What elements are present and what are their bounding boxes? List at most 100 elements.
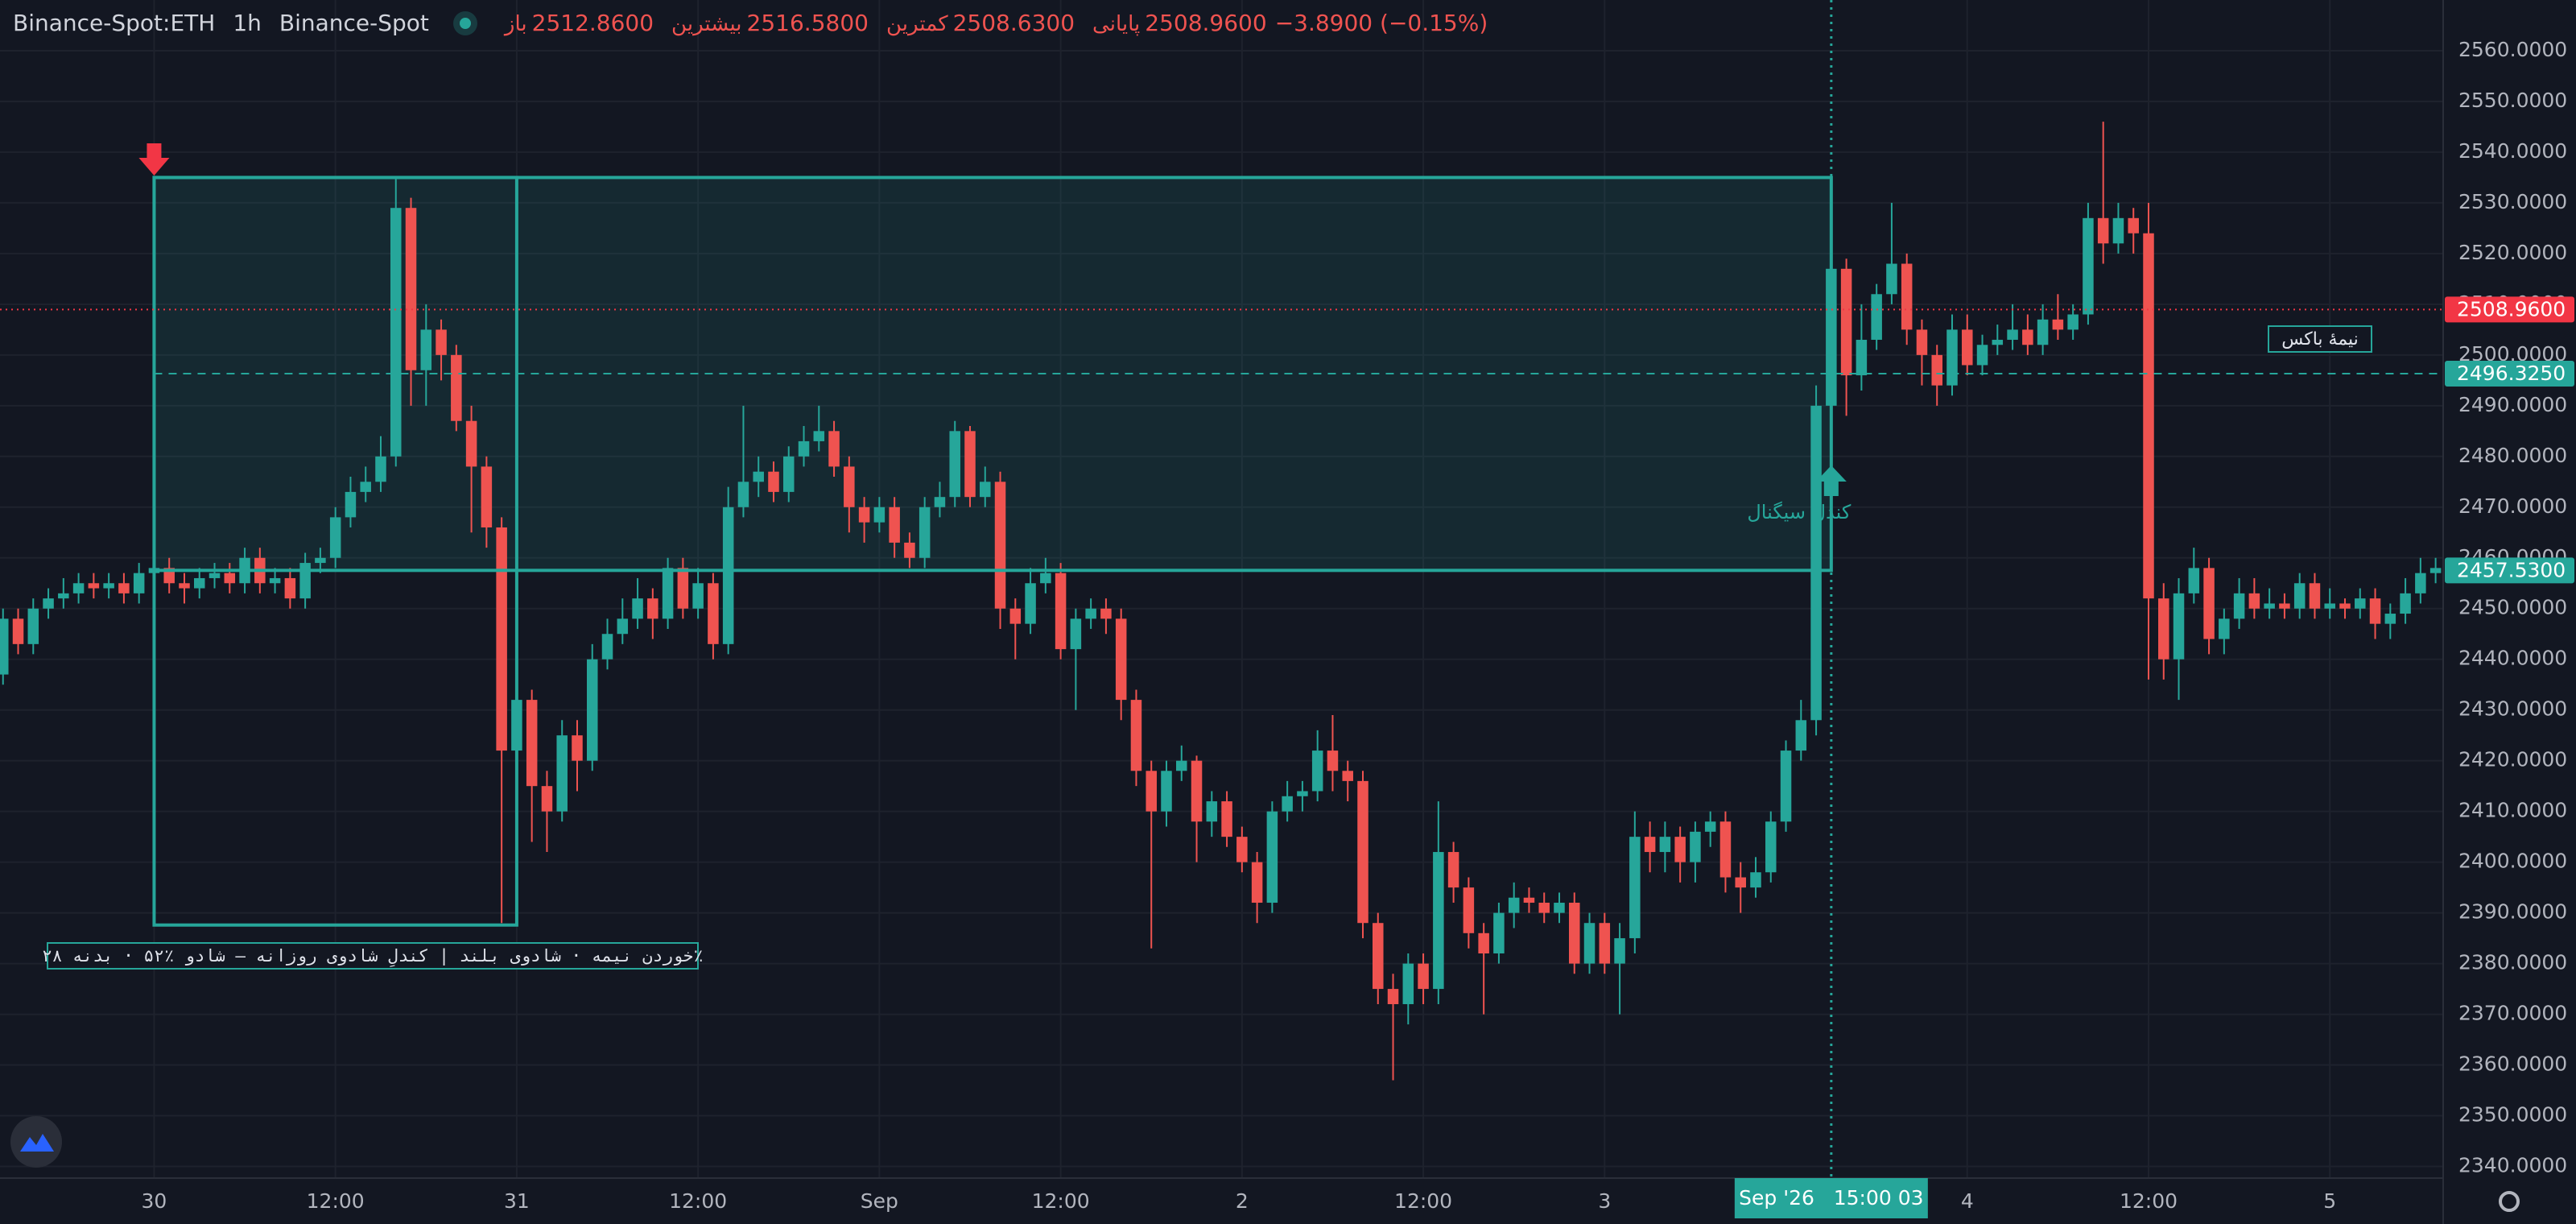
- candle-body: [813, 431, 825, 441]
- candle-body: [360, 482, 371, 492]
- candle-body: [2112, 217, 2124, 244]
- candle-body: [465, 420, 477, 467]
- candle-body: [1840, 268, 1852, 376]
- candle-body: [1478, 932, 1489, 954]
- ohlc-value: 2516.5800: [746, 10, 869, 36]
- candle-body: [541, 786, 553, 812]
- candle-body: [1795, 720, 1807, 751]
- candle-body: [934, 497, 946, 507]
- candle-body: [858, 507, 870, 523]
- candle-body: [1856, 339, 1868, 376]
- candle-body: [1554, 903, 1565, 913]
- candle-body: [299, 563, 311, 599]
- candle-body: [12, 618, 24, 644]
- candle-body: [601, 634, 613, 660]
- candle-body: [768, 471, 779, 492]
- candle-body: [1402, 963, 1414, 1004]
- candle-body: [1176, 760, 1187, 771]
- x-tick-label: 12:00: [2120, 1189, 2178, 1213]
- candle-body: [889, 507, 900, 543]
- candle-body: [2264, 603, 2275, 609]
- signal-arrow: [1815, 465, 1847, 496]
- candle-body: [1523, 897, 1535, 904]
- candle-body: [405, 208, 417, 370]
- candle-body: [873, 507, 886, 523]
- symbol[interactable]: Binance-Spot:ETH: [13, 10, 216, 36]
- x-tick-label: 31: [504, 1189, 530, 1213]
- price-tag-label: 2508.9600: [2457, 297, 2566, 320]
- candle-body: [451, 354, 462, 421]
- candle-body: [1750, 872, 1761, 888]
- candle-body: [1085, 608, 1096, 619]
- candle-body: [118, 583, 130, 593]
- candle-body: [798, 440, 810, 457]
- candle-body: [436, 329, 447, 355]
- candle-body: [2052, 319, 2064, 330]
- y-tick-label: 2560.0000: [2458, 38, 2567, 61]
- candle-body: [919, 507, 931, 558]
- candle-body: [617, 618, 629, 635]
- candle-body: [1644, 837, 1656, 853]
- candle-body: [1130, 700, 1142, 771]
- candle-body: [2293, 583, 2306, 609]
- y-tick-label: 2550.0000: [2458, 89, 2567, 112]
- candle-body: [0, 618, 9, 675]
- candle-body: [1780, 751, 1792, 822]
- ohlc-value: 2512.8600: [531, 10, 654, 36]
- settings-icon[interactable]: [2499, 1191, 2520, 1212]
- note-frame: [47, 942, 699, 970]
- candle-body: [103, 583, 114, 589]
- ohlc-label: بیشترین: [671, 12, 742, 36]
- candle-body: [1629, 837, 1641, 939]
- candle-body: [1282, 796, 1293, 812]
- y-tick-label: 2410.0000: [2458, 799, 2567, 822]
- candle-body: [1704, 821, 1716, 832]
- x-tick-label: 12:00: [669, 1189, 727, 1213]
- candle-body: [1463, 887, 1475, 933]
- candle-body: [1992, 339, 2004, 345]
- y-tick-label: 2490.0000: [2458, 393, 2567, 416]
- candle-body: [980, 482, 991, 498]
- candle-body: [556, 735, 568, 812]
- interval[interactable]: 1h: [233, 10, 262, 36]
- candle-body: [345, 491, 357, 518]
- candle-body: [572, 735, 583, 761]
- box-half-label: نیمهٔ باکس: [2281, 329, 2359, 349]
- y-tick-label: 2540.0000: [2458, 139, 2567, 163]
- price-tag: [2445, 557, 2574, 584]
- candle-body: [1221, 801, 1232, 837]
- candle-body: [2309, 583, 2321, 609]
- signal-label: کندل سیگنال: [1747, 501, 1852, 523]
- y-tick-label: 2370.0000: [2458, 1002, 2567, 1025]
- x-tick-label: 12:00: [307, 1189, 365, 1213]
- candle-body: [1146, 771, 1157, 812]
- x-tick-label: 2: [1236, 1189, 1249, 1213]
- candle-body: [2158, 598, 2169, 660]
- candle-body: [2429, 568, 2442, 573]
- y-tick-label: 2360.0000: [2458, 1052, 2567, 1076]
- y-tick-label: 2380.0000: [2458, 951, 2567, 974]
- candle-body: [844, 466, 855, 507]
- y-tick-label: 2470.0000: [2458, 494, 2567, 518]
- candle-body: [1025, 583, 1036, 624]
- y-tick-label: 2430.0000: [2458, 697, 2567, 721]
- candle-body: [1569, 903, 1580, 964]
- candle-body: [208, 573, 221, 578]
- status-dot: [459, 17, 471, 29]
- candle-body: [2415, 573, 2426, 593]
- candle-body: [1387, 989, 1399, 1004]
- candle-body: [2355, 598, 2366, 609]
- candle-body: [1251, 862, 1263, 904]
- candle-body: [737, 482, 749, 507]
- y-tick-label: 2340.0000: [2458, 1154, 2567, 1177]
- x-tick-label: 12:00: [1394, 1189, 1452, 1213]
- candle-body: [88, 583, 100, 589]
- candle-body: [1236, 837, 1248, 862]
- change: −3.8900 (−0.15%): [1274, 10, 1488, 36]
- candle-body: [420, 329, 432, 370]
- box-half-frame: [2268, 325, 2372, 353]
- x-tick-label: 12:00: [1032, 1189, 1090, 1213]
- candle-body: [1433, 852, 1444, 990]
- candle-body: [1266, 811, 1278, 904]
